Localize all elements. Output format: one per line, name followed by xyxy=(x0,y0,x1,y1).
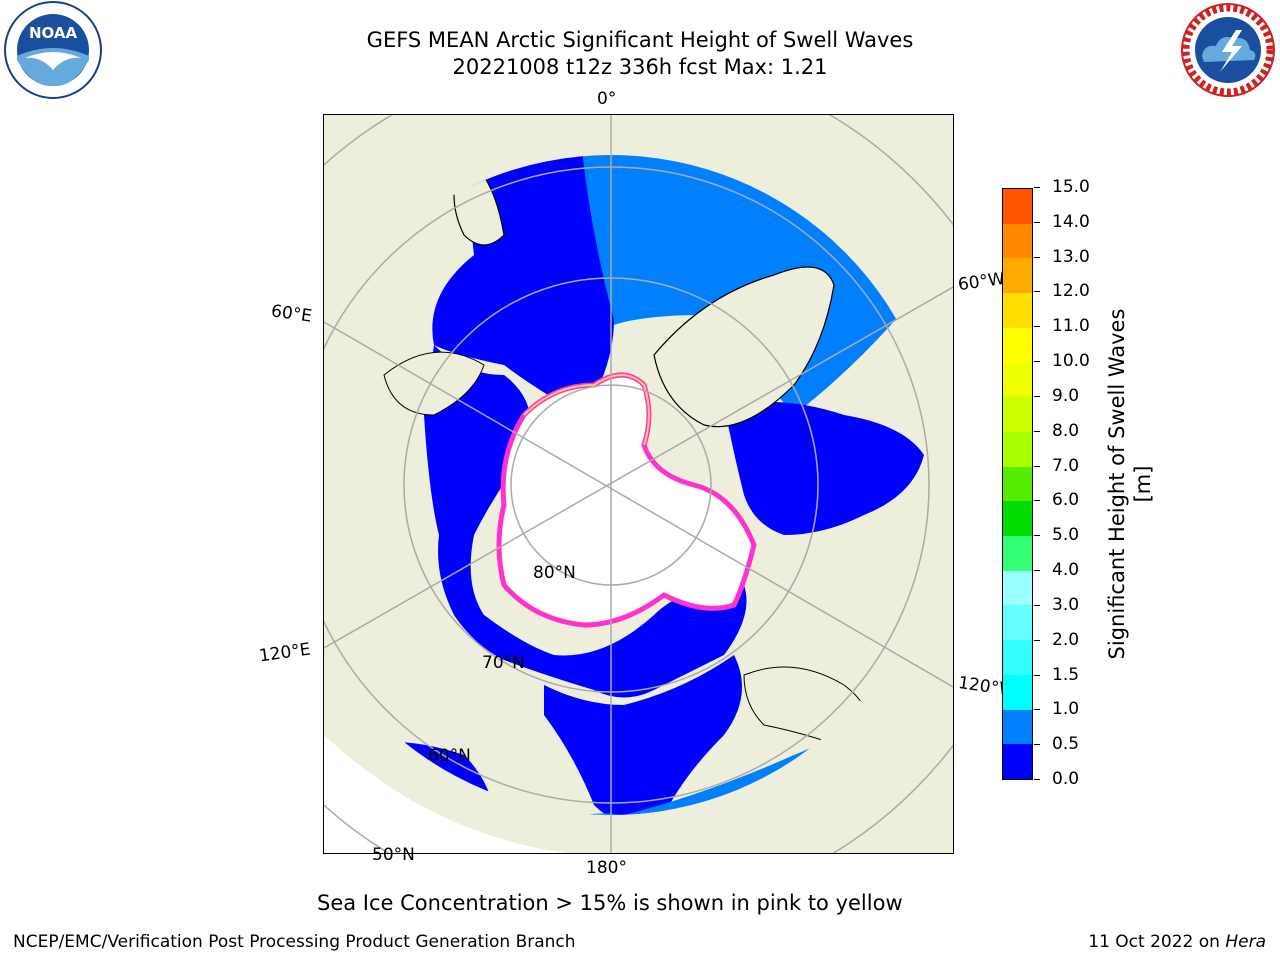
colorbar-segment xyxy=(1003,293,1032,328)
colorbar-segment xyxy=(1003,327,1032,363)
lon-label-180: 180° xyxy=(586,858,627,878)
colorbar-tick-label: 8.0 xyxy=(1052,420,1080,441)
lat-label-70: 70°N xyxy=(482,653,525,673)
map-panel xyxy=(323,114,954,854)
colorbar-tick-label: 5.0 xyxy=(1052,525,1080,546)
colorbar-tick-label: 9.0 xyxy=(1052,385,1080,406)
colorbar-segment xyxy=(1003,258,1032,294)
colorbar-segment xyxy=(1003,223,1032,259)
nws-logo xyxy=(1178,0,1278,100)
baffin-swell-area xyxy=(724,401,924,535)
siberian-shelf-swell xyxy=(424,345,747,698)
sea-ice-edge-yellow xyxy=(523,374,650,446)
sea-ice-caption: Sea Ice Concentration > 15% is shown in … xyxy=(317,891,903,915)
novaya-zemlya-land xyxy=(383,351,485,416)
lat-label-80: 80°N xyxy=(533,563,576,583)
graticule xyxy=(324,115,953,853)
noaa-logo-text: NOAA xyxy=(29,24,78,42)
noaa-logo: NOAA xyxy=(3,0,103,100)
footer-date: 11 Oct 2022 on Hera xyxy=(1088,932,1266,952)
colorbar-segment xyxy=(1003,189,1032,224)
no-data-corner xyxy=(324,735,567,853)
chukchi-swell-area xyxy=(544,655,742,815)
colorbar-segment xyxy=(1003,640,1032,675)
colorbar-segment xyxy=(1003,536,1032,571)
chart-subtitle: 20221008 t12z 336h fcst Max: 1.21 xyxy=(452,55,828,79)
footer-machine: Hera xyxy=(1225,932,1266,952)
meridian-60e-120w xyxy=(324,321,953,688)
lat-label-60: 60°N xyxy=(428,746,471,766)
colorbar-segment xyxy=(1003,709,1032,745)
colorbar-tick-label: 1.5 xyxy=(1052,664,1080,685)
colorbar-tick-label: 13.0 xyxy=(1052,246,1090,267)
colorbar-segment xyxy=(1003,397,1032,432)
colorbar-tick-label: 4.0 xyxy=(1052,560,1080,581)
colorbar-tick-label: 1.0 xyxy=(1052,699,1080,720)
colorbar-tick-label: 2.0 xyxy=(1052,629,1080,650)
footer-branch: NCEP/EMC/Verification Post Processing Pr… xyxy=(13,932,576,952)
colorbar-segment xyxy=(1003,570,1032,606)
lon-label-60e: 60°E xyxy=(269,301,314,327)
colorbar-segment xyxy=(1003,431,1032,467)
colorbar-tick-label: 10.0 xyxy=(1052,351,1090,372)
colorbar-segment xyxy=(1003,605,1032,641)
lon-label-0: 0° xyxy=(597,89,617,109)
colorbar-segment xyxy=(1003,674,1032,710)
colorbar-tick-label: 12.0 xyxy=(1052,281,1090,302)
polar-map xyxy=(324,115,953,853)
greenland-land xyxy=(653,266,835,428)
colorbar-tick-label: 14.0 xyxy=(1052,211,1090,232)
colorbar-segment xyxy=(1003,501,1032,537)
lon-label-60w: 60°W xyxy=(956,268,1007,296)
colorbar-tick-label: 0.5 xyxy=(1052,734,1080,755)
colorbar-segment xyxy=(1003,362,1032,398)
meridian-120e-60w xyxy=(324,286,953,649)
colorbar-tick-label: 3.0 xyxy=(1052,594,1080,615)
colorbar-tick-label: 11.0 xyxy=(1052,316,1090,337)
lat-label-50: 50°N xyxy=(372,845,415,865)
colorbar-title: Significant Height of Swell Waves [m] xyxy=(1105,308,1155,660)
chart-title: GEFS MEAN Arctic Significant Height of S… xyxy=(366,28,914,52)
colorbar-tick-label: 0.0 xyxy=(1052,769,1080,789)
footer-date-text: 11 Oct 2022 on xyxy=(1088,932,1226,952)
colorbar-tick-label: 15.0 xyxy=(1052,177,1090,197)
colorbar-tick-label: 6.0 xyxy=(1052,490,1080,511)
colorbar-segment xyxy=(1003,744,1032,779)
colorbar-tick-label: 7.0 xyxy=(1052,455,1080,476)
colorbar xyxy=(1002,188,1033,780)
lon-label-120e: 120°E xyxy=(257,639,312,667)
colorbar-segment xyxy=(1003,466,1032,502)
